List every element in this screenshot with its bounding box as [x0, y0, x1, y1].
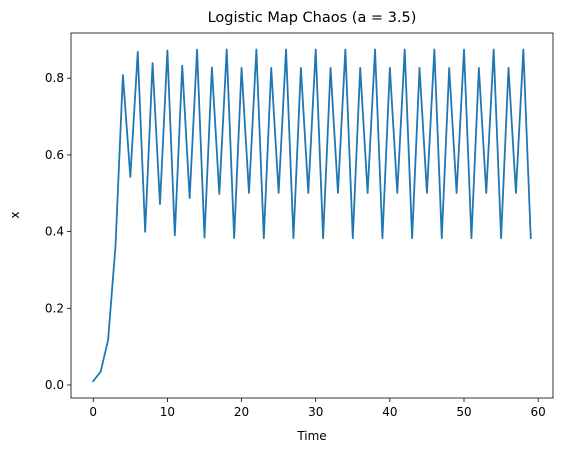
series-line — [91, 48, 532, 383]
x-tick-label: 50 — [456, 405, 471, 419]
y-tick-label: 0.6 — [45, 148, 64, 162]
x-tick-label: 0 — [89, 405, 97, 419]
y-tick-label: 0.8 — [45, 71, 64, 85]
x-tick-label: 40 — [382, 405, 397, 419]
y-tick-label: 0.2 — [45, 301, 64, 315]
chart-title: Logistic Map Chaos (a = 3.5) — [208, 10, 417, 26]
x-tick-label: 20 — [234, 405, 249, 419]
x-tick-label: 10 — [160, 405, 175, 419]
x-tick-label: 30 — [308, 405, 323, 419]
y-tick-label: 0.0 — [45, 378, 64, 392]
plot-frame — [70, 32, 554, 399]
x-tick-label: 60 — [531, 405, 546, 419]
y-tick-label: 0.4 — [45, 225, 64, 239]
x-axis-label: Time — [296, 429, 326, 443]
y-axis-label: x — [8, 211, 22, 218]
